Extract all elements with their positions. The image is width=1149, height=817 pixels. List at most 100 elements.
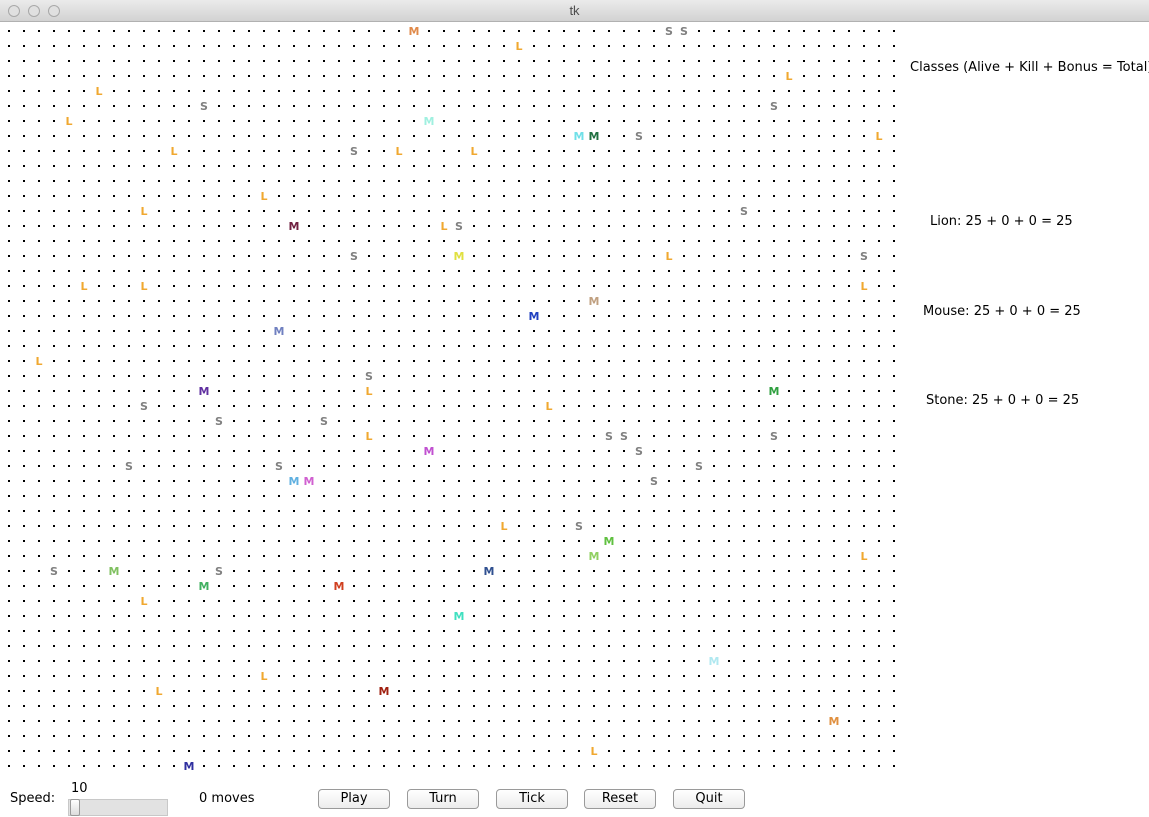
empty-cell-dot xyxy=(38,615,40,617)
empty-cell-dot xyxy=(53,240,55,242)
empty-cell-dot xyxy=(158,750,160,752)
empty-cell-dot xyxy=(593,765,595,767)
empty-cell-dot xyxy=(368,180,370,182)
empty-cell-dot xyxy=(308,225,310,227)
empty-cell-dot xyxy=(113,735,115,737)
empty-cell-dot xyxy=(128,600,130,602)
speed-slider-handle[interactable] xyxy=(70,799,80,816)
empty-cell-dot xyxy=(488,60,490,62)
close-window-icon[interactable] xyxy=(8,5,20,17)
empty-cell-dot xyxy=(533,30,535,32)
empty-cell-dot xyxy=(593,675,595,677)
empty-cell-dot xyxy=(878,555,880,557)
empty-cell-dot xyxy=(878,630,880,632)
empty-cell-dot xyxy=(293,675,295,677)
empty-cell-dot xyxy=(293,210,295,212)
empty-cell-dot xyxy=(23,570,25,572)
empty-cell-dot xyxy=(98,735,100,737)
empty-cell-dot xyxy=(833,435,835,437)
empty-cell-dot xyxy=(368,255,370,257)
empty-cell-dot xyxy=(248,675,250,677)
empty-cell-dot xyxy=(608,75,610,77)
empty-cell-dot xyxy=(518,465,520,467)
empty-cell-dot xyxy=(23,630,25,632)
empty-cell-dot xyxy=(848,660,850,662)
reset-button[interactable]: Reset xyxy=(584,789,656,809)
quit-button[interactable]: Quit xyxy=(673,789,745,809)
empty-cell-dot xyxy=(128,360,130,362)
empty-cell-dot xyxy=(428,90,430,92)
empty-cell-dot xyxy=(848,720,850,722)
critter-stone: S xyxy=(695,460,703,473)
empty-cell-dot xyxy=(893,300,895,302)
empty-cell-dot xyxy=(248,225,250,227)
tick-button[interactable]: Tick xyxy=(496,789,568,809)
empty-cell-dot xyxy=(758,45,760,47)
empty-cell-dot xyxy=(8,555,10,557)
empty-cell-dot xyxy=(203,555,205,557)
empty-cell-dot xyxy=(23,165,25,167)
empty-cell-dot xyxy=(413,540,415,542)
empty-cell-dot xyxy=(323,390,325,392)
empty-cell-dot xyxy=(578,465,580,467)
empty-cell-dot xyxy=(668,705,670,707)
empty-cell-dot xyxy=(158,75,160,77)
empty-cell-dot xyxy=(368,240,370,242)
empty-cell-dot xyxy=(743,285,745,287)
empty-cell-dot xyxy=(833,30,835,32)
empty-cell-dot xyxy=(713,405,715,407)
empty-cell-dot xyxy=(533,750,535,752)
empty-cell-dot xyxy=(773,405,775,407)
empty-cell-dot xyxy=(173,750,175,752)
play-button[interactable]: Play xyxy=(318,789,390,809)
empty-cell-dot xyxy=(458,120,460,122)
empty-cell-dot xyxy=(428,465,430,467)
empty-cell-dot xyxy=(893,705,895,707)
empty-cell-dot xyxy=(413,480,415,482)
empty-cell-dot xyxy=(188,75,190,77)
zoom-window-icon[interactable] xyxy=(48,5,60,17)
empty-cell-dot xyxy=(713,450,715,452)
empty-cell-dot xyxy=(578,150,580,152)
speed-slider[interactable] xyxy=(68,799,168,816)
empty-cell-dot xyxy=(473,165,475,167)
critter-mouse: M xyxy=(454,250,465,263)
empty-cell-dot xyxy=(23,210,25,212)
empty-cell-dot xyxy=(668,675,670,677)
turn-button[interactable]: Turn xyxy=(407,789,479,809)
empty-cell-dot xyxy=(668,90,670,92)
empty-cell-dot xyxy=(743,75,745,77)
empty-cell-dot xyxy=(743,270,745,272)
empty-cell-dot xyxy=(233,45,235,47)
empty-cell-dot xyxy=(233,285,235,287)
empty-cell-dot xyxy=(428,540,430,542)
empty-cell-dot xyxy=(563,630,565,632)
empty-cell-dot xyxy=(308,405,310,407)
empty-cell-dot xyxy=(233,150,235,152)
empty-cell-dot xyxy=(398,465,400,467)
empty-cell-dot xyxy=(308,255,310,257)
empty-cell-dot xyxy=(533,60,535,62)
empty-cell-dot xyxy=(503,195,505,197)
empty-cell-dot xyxy=(98,195,100,197)
empty-cell-dot xyxy=(53,195,55,197)
empty-cell-dot xyxy=(683,435,685,437)
critter-stone: S xyxy=(665,25,673,38)
empty-cell-dot xyxy=(278,450,280,452)
empty-cell-dot xyxy=(893,270,895,272)
empty-cell-dot xyxy=(728,645,730,647)
empty-cell-dot xyxy=(863,360,865,362)
minimize-window-icon[interactable] xyxy=(28,5,40,17)
empty-cell-dot xyxy=(758,585,760,587)
empty-cell-dot xyxy=(878,615,880,617)
empty-cell-dot xyxy=(698,720,700,722)
empty-cell-dot xyxy=(383,450,385,452)
empty-cell-dot xyxy=(68,750,70,752)
empty-cell-dot xyxy=(8,270,10,272)
empty-cell-dot xyxy=(83,255,85,257)
empty-cell-dot xyxy=(218,510,220,512)
empty-cell-dot xyxy=(503,150,505,152)
empty-cell-dot xyxy=(278,600,280,602)
empty-cell-dot xyxy=(293,525,295,527)
empty-cell-dot xyxy=(233,630,235,632)
